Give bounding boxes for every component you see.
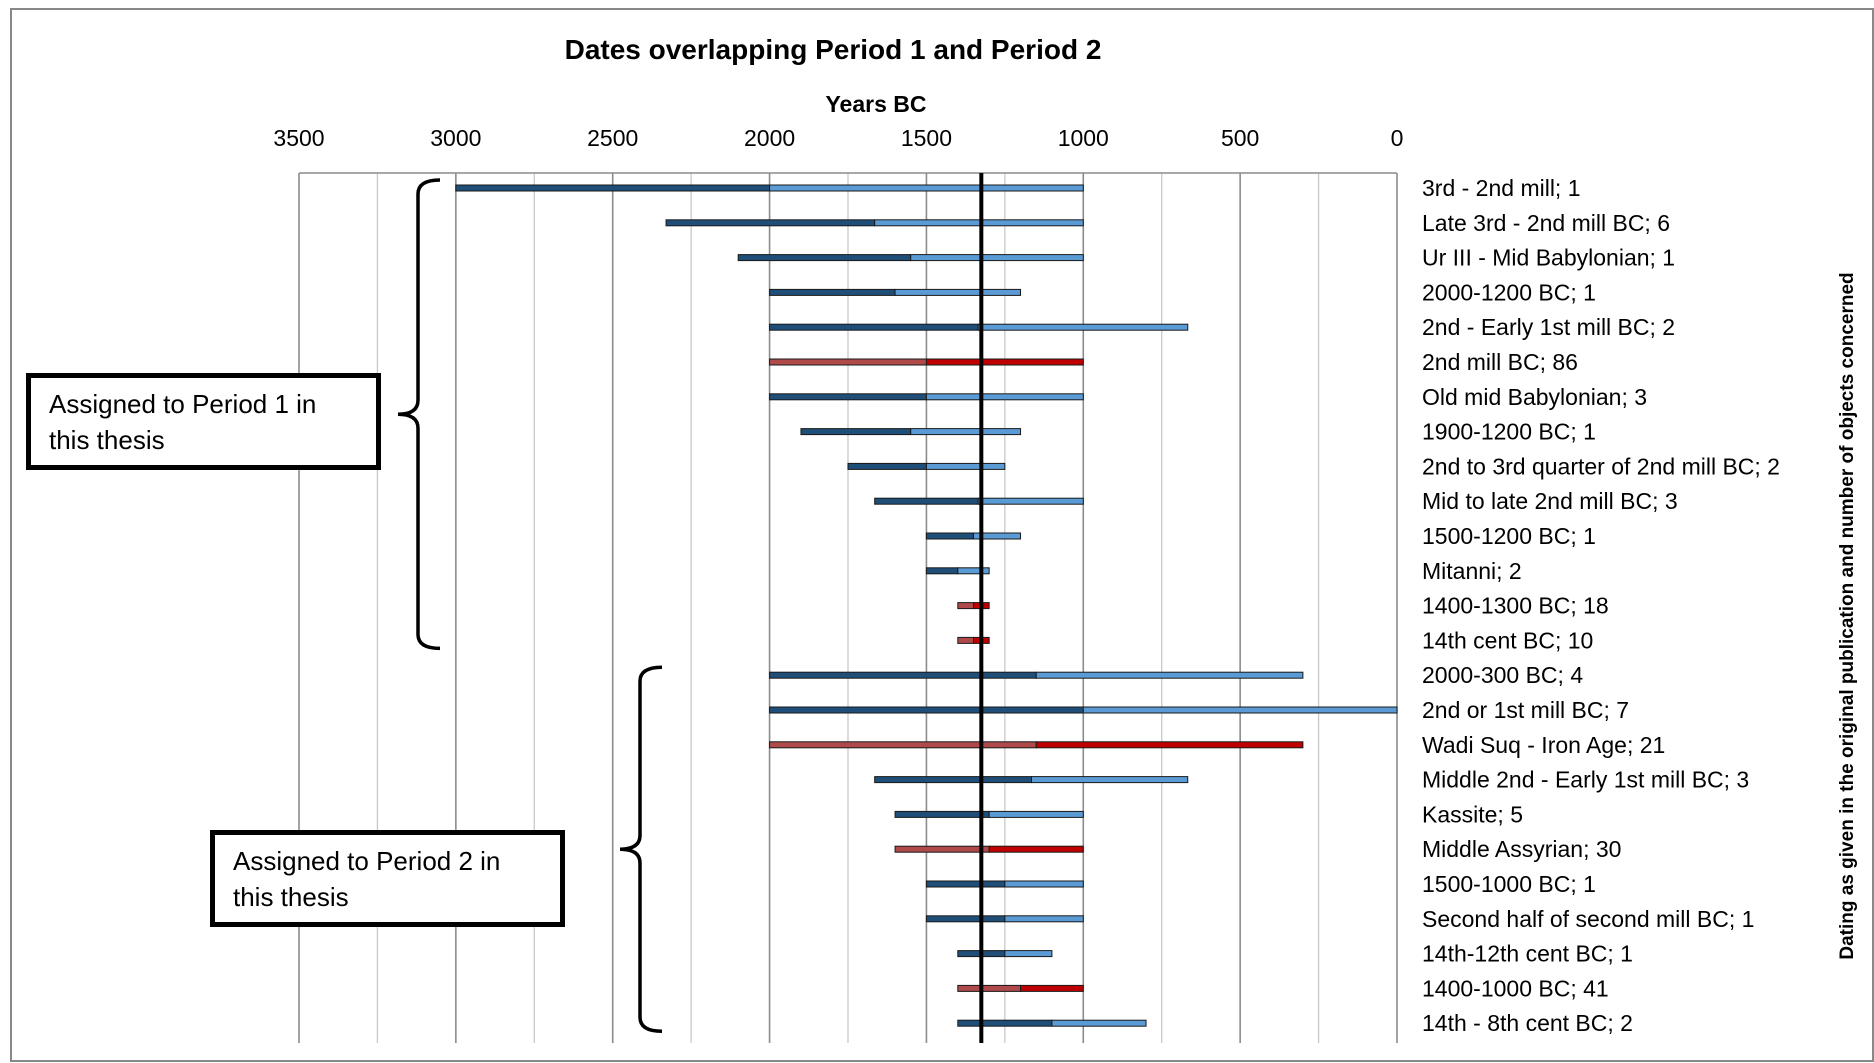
row-label: Mid to late 2nd mill BC; 3 — [1422, 488, 1678, 514]
row-label: 14th cent BC; 10 — [1422, 627, 1593, 653]
period-bracket — [619, 665, 663, 1033]
bar-segment-early — [769, 288, 896, 296]
bar-segment-early — [769, 393, 927, 401]
period-1-callout: Assigned to Period 1 in this thesis — [26, 373, 381, 470]
bar-segment-late — [1035, 741, 1304, 749]
row-label: 2000-300 BC; 4 — [1422, 662, 1583, 688]
bar-segment-late — [1004, 950, 1053, 958]
x-tick-label: 3500 — [273, 125, 324, 151]
row-label: Late 3rd - 2nd mill BC; 6 — [1422, 210, 1670, 236]
period-bracket — [397, 178, 441, 651]
bar-segment-late — [988, 810, 1084, 818]
x-tick-label: 2000 — [744, 125, 795, 151]
row-label: Mitanni; 2 — [1422, 558, 1522, 584]
period-2-callout: Assigned to Period 2 in this thesis — [210, 830, 565, 927]
period-1-callout-line-2: this thesis — [49, 425, 165, 455]
bar-segment-early — [874, 776, 1033, 784]
x-tick-label: 1500 — [901, 125, 952, 151]
row-label: 2nd mill BC; 86 — [1422, 349, 1578, 375]
row-label: Old mid Babylonian; 3 — [1422, 384, 1647, 410]
x-axis-label: Years BC — [825, 91, 926, 117]
bar-segment-early — [769, 358, 927, 366]
period-2-callout-line-2: this thesis — [233, 882, 349, 912]
bar-segment-early — [737, 254, 912, 262]
bar-segment-early — [894, 845, 990, 853]
bar-segment-late — [972, 532, 1022, 540]
bar-segment-late — [957, 567, 990, 575]
bar-segment-late — [910, 254, 1084, 262]
row-label: Middle 2nd - Early 1st mill BC; 3 — [1422, 767, 1749, 793]
bar-segment-late — [977, 497, 1084, 505]
bar-segment-early — [847, 462, 927, 470]
chart-title: Dates overlapping Period 1 and Period 2 — [565, 34, 1102, 65]
bar-segment-late — [925, 358, 1084, 366]
period-2-callout-line-1: Assigned to Period 2 in — [233, 846, 501, 876]
row-label: 1400-1300 BC; 18 — [1422, 593, 1609, 619]
row-label: 3rd - 2nd mill; 1 — [1422, 175, 1581, 201]
row-label: 2nd to 3rd quarter of 2nd mill BC; 2 — [1422, 453, 1780, 479]
bar-segment-early — [925, 880, 1006, 888]
bar-segment-early — [925, 567, 959, 575]
bar-segment-late — [1004, 880, 1084, 888]
bar-segment-late — [874, 219, 1084, 227]
bar-segment-early — [894, 810, 990, 818]
bar-segment-late — [925, 462, 1006, 470]
bar-segment-early — [769, 671, 1037, 679]
row-label: 2nd or 1st mill BC; 7 — [1422, 697, 1629, 723]
bar-segment-early — [874, 497, 979, 505]
bar-segment-late — [1031, 776, 1189, 784]
row-label: 1400-1000 BC; 41 — [1422, 975, 1609, 1001]
row-label: 1900-1200 BC; 1 — [1422, 419, 1596, 445]
bar-segment-early — [769, 741, 1037, 749]
x-tick-label: 2500 — [587, 125, 638, 151]
row-label: Ur III - Mid Babylonian; 1 — [1422, 245, 1675, 271]
bar-segment-late — [988, 845, 1084, 853]
x-tick-labels: 3500 3000 2500 2000 1500 1000 500 0 — [273, 125, 1403, 151]
range-bars — [455, 173, 1398, 1043]
row-label: Kassite; 5 — [1422, 801, 1523, 827]
row-label: Second half of second mill BC; 1 — [1422, 906, 1754, 932]
bar-segment-late — [769, 184, 1084, 192]
bar-segment-early — [925, 915, 1006, 923]
bar-segment-early — [957, 636, 974, 644]
row-label: 1500-1000 BC; 1 — [1422, 871, 1596, 897]
bar-segment-late — [925, 393, 1084, 401]
row-label: 2nd - Early 1st mill BC; 2 — [1422, 314, 1675, 340]
y-axis-label: Dating as given in the original publicat… — [1837, 272, 1858, 959]
bar-segment-early — [957, 602, 974, 610]
row-labels: 3rd - 2nd mill; 1 Late 3rd - 2nd mill BC;… — [1422, 175, 1780, 1036]
bar-segment-early — [769, 706, 1084, 714]
x-tick-label: 0 — [1391, 125, 1404, 151]
row-label: Middle Assyrian; 30 — [1422, 836, 1621, 862]
bar-segment-early — [665, 219, 876, 227]
period-brackets — [397, 178, 663, 1033]
bar-segment-late — [1035, 671, 1304, 679]
bar-segment-early — [957, 1019, 1053, 1027]
bar-segment-late — [1082, 706, 1398, 714]
bar-segment-early — [769, 323, 979, 331]
bar-segment-late — [1051, 1019, 1147, 1027]
bar-segment-early — [957, 984, 1022, 992]
bar-segment-late — [977, 323, 1189, 331]
bar-segment-late — [910, 428, 1022, 436]
x-tick-label: 1000 — [1058, 125, 1109, 151]
period-1-callout-line-1: Assigned to Period 1 in — [49, 389, 317, 419]
bar-segment-late — [894, 288, 1022, 296]
bar-segment-late — [1020, 984, 1084, 992]
bar-segment-early — [455, 184, 771, 192]
x-tick-label: 3000 — [430, 125, 481, 151]
row-label: 1500-1200 BC; 1 — [1422, 523, 1596, 549]
bar-segment-early — [800, 428, 912, 436]
row-label: 2000-1200 BC; 1 — [1422, 279, 1596, 305]
row-label: Wadi Suq - Iron Age; 21 — [1422, 732, 1665, 758]
x-tick-label: 500 — [1221, 125, 1259, 151]
bar-segment-late — [1004, 915, 1084, 923]
grid-lines — [298, 172, 1398, 1043]
row-label: 14th-12th cent BC; 1 — [1422, 941, 1633, 967]
row-label: 14th - 8th cent BC; 2 — [1422, 1010, 1633, 1036]
bar-segment-early — [925, 532, 974, 540]
